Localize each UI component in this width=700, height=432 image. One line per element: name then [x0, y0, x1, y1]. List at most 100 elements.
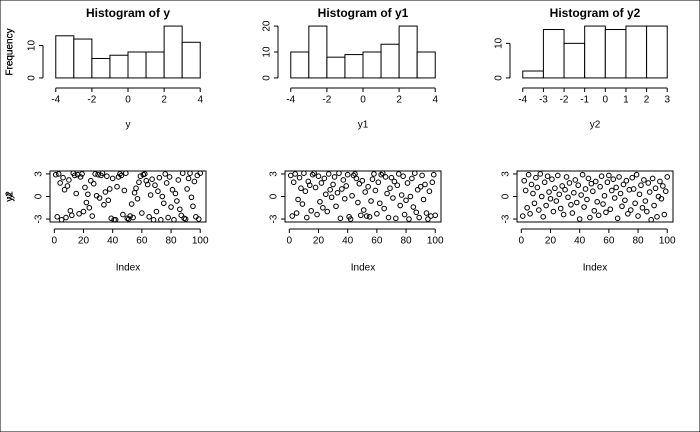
point — [308, 207, 315, 214]
bar — [542, 29, 565, 79]
x-tick-label: 80 — [632, 236, 644, 247]
chart-title: Histogram of y2 — [550, 6, 641, 20]
point — [341, 195, 348, 202]
point — [651, 202, 657, 209]
point — [562, 186, 568, 193]
x-tick-label: 80 — [165, 236, 177, 247]
point — [69, 212, 75, 219]
point — [608, 187, 615, 194]
point — [343, 183, 350, 189]
point — [106, 186, 113, 192]
point — [397, 202, 404, 209]
x-tick-label: 0 — [360, 95, 366, 106]
x-tick-label: 0 — [519, 236, 525, 247]
y-tick-label: 0 — [494, 75, 505, 81]
point — [304, 214, 310, 221]
point — [649, 175, 656, 182]
point — [114, 183, 120, 190]
point — [534, 184, 541, 191]
point — [391, 178, 398, 185]
point — [337, 215, 344, 222]
point — [521, 177, 528, 184]
point — [566, 180, 573, 186]
x-tick-label: 60 — [371, 236, 383, 247]
point — [627, 207, 634, 213]
point — [127, 213, 133, 219]
point — [347, 216, 354, 222]
point — [312, 184, 319, 191]
x-tick-label: 100 — [427, 236, 444, 247]
point — [336, 170, 342, 176]
x-tick-label: -1 — [580, 95, 589, 106]
x-tick-label: 2 — [396, 95, 402, 106]
y-tick-label: 0 — [27, 75, 38, 81]
point — [166, 174, 173, 180]
x-tick-label: -2 — [322, 95, 331, 106]
point — [620, 181, 627, 188]
bar — [522, 70, 544, 79]
x-tick-label: 60 — [603, 236, 615, 247]
x-tick-label: 20 — [545, 236, 557, 247]
point — [568, 201, 574, 208]
point — [619, 203, 625, 210]
x-axis-label: Index — [583, 263, 607, 274]
point — [416, 214, 422, 221]
x-tick-label: -3 — [539, 95, 548, 106]
point — [165, 214, 171, 221]
point — [581, 204, 587, 210]
point — [376, 200, 383, 207]
x-tick-label: -2 — [560, 95, 569, 106]
point — [590, 188, 596, 195]
bar — [625, 25, 648, 79]
point — [563, 174, 570, 180]
point — [171, 217, 177, 223]
point — [123, 170, 129, 176]
point — [363, 213, 370, 219]
point — [604, 179, 611, 186]
point — [648, 217, 654, 223]
point — [426, 188, 433, 195]
x-tick-label: 20 — [78, 236, 90, 247]
point — [556, 191, 563, 198]
point — [598, 173, 605, 179]
x-tick-label: 0 — [287, 236, 293, 247]
point — [382, 174, 389, 180]
plot-box — [284, 170, 442, 223]
point — [89, 213, 96, 219]
point — [425, 216, 431, 222]
point — [76, 210, 82, 217]
bar — [109, 54, 129, 79]
x-tick-label: -4 — [286, 95, 295, 106]
point — [182, 216, 189, 222]
point — [163, 180, 170, 186]
point — [607, 206, 614, 213]
point — [616, 174, 622, 180]
point — [334, 189, 341, 196]
x-tick-label: 60 — [136, 236, 148, 247]
x-tick-label: 80 — [400, 236, 412, 247]
point — [390, 195, 396, 201]
x-tick-label: 40 — [574, 236, 586, 247]
y-tick-label: -3 — [34, 214, 45, 223]
point — [662, 188, 669, 195]
point — [60, 174, 66, 181]
y-tick-label: 3 — [501, 171, 512, 177]
point — [331, 174, 338, 180]
bar — [91, 57, 111, 79]
bar — [163, 25, 183, 79]
chart-title: Histogram of y1 — [318, 6, 409, 20]
point — [613, 184, 619, 191]
point — [547, 195, 554, 202]
point — [296, 174, 303, 181]
y-tick-label: 20 — [262, 20, 273, 32]
point — [85, 191, 91, 198]
point — [295, 196, 301, 203]
point — [105, 197, 112, 204]
point — [381, 205, 387, 212]
y-axis-label: y1 — [5, 191, 16, 202]
bar — [73, 38, 93, 79]
point — [356, 180, 363, 187]
point — [191, 178, 198, 185]
point — [632, 200, 638, 207]
point — [302, 188, 309, 195]
